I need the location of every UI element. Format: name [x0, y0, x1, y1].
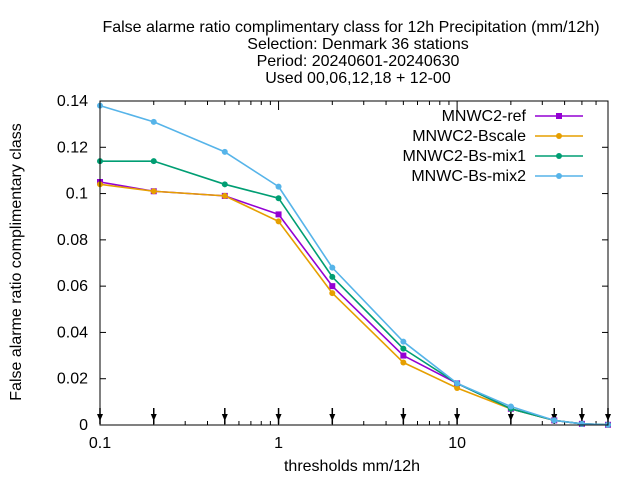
- series-layer: [97, 102, 611, 428]
- legend-marker: [556, 173, 562, 179]
- title-line-3: Period: 20240601-20240630: [257, 53, 460, 70]
- legend-label: MNWC2-Bs-mix1: [402, 148, 526, 165]
- legend: MNWC2-ref MNWC2-Bscale MNWC2-Bs-mix1 MNWC-B…: [402, 108, 583, 185]
- data-point: [150, 118, 157, 125]
- data-point: [400, 345, 407, 352]
- data-point: [400, 338, 407, 345]
- series-mnwc2-bscale: [97, 181, 611, 428]
- y-tick-label: 0.02: [57, 371, 88, 388]
- series-line: [99, 104, 609, 426]
- title-line-2: Selection: Denmark 36 stations: [247, 36, 468, 53]
- threshold-marker: [329, 408, 336, 424]
- legend-label: MNWC-Bs-mix2: [411, 168, 526, 185]
- data-point: [221, 192, 228, 199]
- data-point: [400, 352, 407, 359]
- legend-label: MNWC2-ref: [442, 108, 527, 125]
- series-mnwc-bs-mix2: [97, 102, 611, 428]
- y-axis-label: False alarme ratio complimentary class: [8, 123, 25, 400]
- legend-entry: MNWC2-Bscale: [412, 128, 583, 145]
- y-tick-label: 0.06: [57, 278, 88, 295]
- series-line: [99, 181, 609, 426]
- y-tick-label: 0.04: [57, 324, 88, 341]
- data-point: [150, 158, 157, 165]
- data-point: [329, 264, 336, 271]
- y-tick-label: 0.14: [57, 93, 88, 110]
- data-point: [454, 380, 461, 387]
- data-point: [221, 181, 228, 188]
- x-tick-label: 10: [448, 435, 466, 452]
- data-point: [329, 290, 336, 297]
- data-point: [221, 148, 228, 155]
- threshold-marker: [275, 408, 282, 424]
- x-tick-label: 1: [274, 435, 283, 452]
- data-point: [329, 273, 336, 280]
- data-point: [454, 384, 461, 391]
- legend-marker: [556, 113, 562, 119]
- data-point: [551, 417, 558, 424]
- title-line-4: Used 00,06,12,18 + 12-00: [265, 70, 451, 87]
- data-point: [275, 218, 282, 225]
- legend-label: MNWC2-Bscale: [412, 128, 526, 145]
- data-point: [275, 183, 282, 190]
- chart-title: False alarme ratio complimentary class f…: [102, 19, 599, 87]
- data-point: [329, 283, 336, 290]
- series-mnwc2-bs-mix1: [97, 158, 611, 428]
- series-mnwc2-ref: [97, 179, 611, 428]
- plot-border: [99, 100, 609, 426]
- y-tick-label: 0.08: [57, 232, 88, 249]
- y-tick-label: 0.1: [66, 186, 88, 203]
- legend-entry: MNWC2-Bs-mix1: [402, 148, 583, 165]
- axes: 0 0.02 0.04 0.06 0.08 0.1 0.12 0.14 0.1 1 10: [57, 93, 609, 452]
- legend-marker: [556, 133, 562, 139]
- threshold-marker: [150, 408, 157, 424]
- y-tick-label: 0.12: [57, 139, 88, 156]
- y-tick-label: 0: [79, 417, 88, 434]
- data-point: [578, 420, 585, 427]
- legend-marker: [556, 153, 562, 159]
- title-line-1: False alarme ratio complimentary class f…: [102, 19, 599, 36]
- data-point: [400, 359, 407, 366]
- data-point: [150, 188, 157, 195]
- threshold-marker: [400, 408, 407, 424]
- data-point: [507, 403, 514, 410]
- legend-entry: MNWC2-ref: [442, 108, 583, 125]
- x-axis-label: thresholds mm/12h: [284, 458, 420, 475]
- series-line: [100, 160, 609, 426]
- threshold-markers: [97, 408, 611, 424]
- threshold-marker: [221, 408, 228, 424]
- data-point: [275, 211, 282, 218]
- x-tick-label: 0.1: [89, 435, 111, 452]
- series-line: [99, 183, 609, 426]
- data-point: [275, 195, 282, 202]
- threshold-marker: [454, 408, 461, 424]
- legend-entry: MNWC-Bs-mix2: [411, 168, 583, 185]
